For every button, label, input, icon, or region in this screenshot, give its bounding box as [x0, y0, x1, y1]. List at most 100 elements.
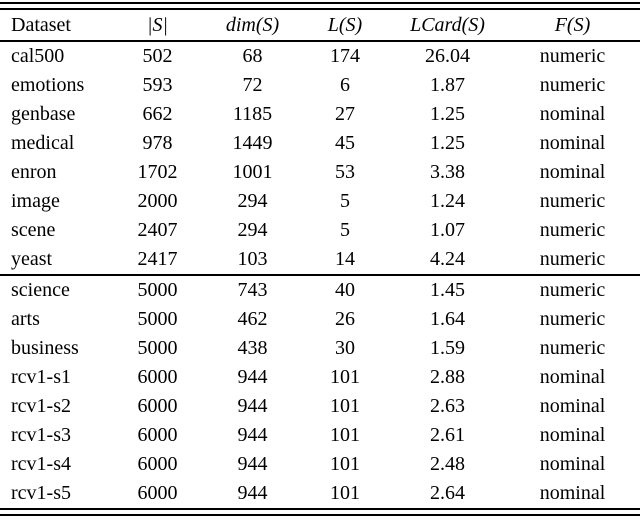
- dimensionality-cell: 944: [237, 366, 268, 388]
- label-cardinality-cell: 2.63: [430, 395, 465, 417]
- table-row: image 2000 294 5 1.24 numeric: [0, 187, 640, 216]
- label-cardinality-cell: 1.87: [430, 74, 465, 96]
- label-cardinality-cell: 1.64: [430, 308, 465, 330]
- feature-type-cell: numeric: [539, 308, 606, 330]
- dimensionality-cell: 294: [237, 219, 268, 241]
- feature-type-cell: numeric: [539, 337, 606, 359]
- label-cardinality-cell: 1.07: [430, 219, 465, 241]
- dataset-name-cell: rcv1-s1: [11, 366, 71, 388]
- label-cardinality-cell: 1.45: [430, 279, 465, 301]
- label-cardinality-cell: 3.38: [430, 161, 465, 183]
- num-labels-cell: 27: [335, 103, 355, 125]
- num-labels-cell: 26: [335, 308, 355, 330]
- dimensionality-cell: 103: [237, 248, 268, 270]
- dataset-name-cell: science: [11, 279, 70, 301]
- table-row: rcv1-s5 6000 944 101 2.64 nominal: [0, 479, 640, 508]
- dimensionality-cell: 72: [242, 74, 263, 96]
- num-examples-cell: 978: [142, 132, 173, 154]
- dataset-name-cell: rcv1-s5: [11, 482, 71, 504]
- feature-type-cell: nominal: [539, 132, 606, 154]
- feature-type-cell: nominal: [539, 424, 606, 446]
- table-row: medical 978 1449 45 1.25 nominal: [0, 129, 640, 158]
- num-examples-cell: 662: [142, 103, 173, 125]
- feature-type-cell: nominal: [539, 161, 606, 183]
- label-cardinality-cell: 2.88: [430, 366, 465, 388]
- label-cardinality-cell: 1.25: [430, 103, 465, 125]
- feature-type-cell: numeric: [539, 45, 606, 67]
- col-header-size: |S|: [147, 13, 168, 36]
- num-labels-cell: 5: [340, 190, 350, 212]
- table-row: business 5000 438 30 1.59 numeric: [0, 334, 640, 363]
- dataset-name-cell: rcv1-s2: [11, 395, 71, 417]
- feature-type-cell: nominal: [539, 453, 606, 475]
- table-group-large-datasets: science 5000 743 40 1.45 numeric arts 50…: [0, 275, 640, 508]
- num-examples-cell: 2407: [137, 219, 178, 241]
- dimensionality-cell: 1449: [232, 132, 273, 154]
- num-examples-cell: 502: [142, 45, 173, 67]
- label-cardinality-cell: 1.24: [430, 190, 465, 212]
- num-labels-cell: 14: [335, 248, 355, 270]
- label-cardinality-cell: 1.25: [430, 132, 465, 154]
- feature-type-cell: nominal: [539, 395, 606, 417]
- feature-type-cell: nominal: [539, 482, 606, 504]
- num-labels-cell: 40: [335, 279, 355, 301]
- dimensionality-cell: 1001: [232, 161, 273, 183]
- num-examples-cell: 5000: [137, 337, 178, 359]
- dataset-name-cell: rcv1-s3: [11, 424, 71, 446]
- table-row: science 5000 743 40 1.45 numeric: [0, 275, 640, 305]
- num-labels-cell: 174: [330, 45, 360, 67]
- num-labels-cell: 101: [330, 453, 360, 475]
- header-row: Dataset |S| dim(S) L(S) LCard(S) F(S): [0, 10, 640, 41]
- num-examples-cell: 6000: [137, 366, 178, 388]
- dataset-name-cell: scene: [11, 219, 56, 241]
- label-cardinality-cell: 4.24: [430, 248, 465, 270]
- label-cardinality-cell: 1.59: [430, 337, 465, 359]
- col-header-dimensionality: dim(S): [225, 13, 280, 36]
- table-row: yeast 2417 103 14 4.24 numeric: [0, 245, 640, 275]
- feature-type-cell: numeric: [539, 190, 606, 212]
- num-labels-cell: 45: [335, 132, 355, 154]
- table-row: rcv1-s3 6000 944 101 2.61 nominal: [0, 421, 640, 450]
- dimensionality-cell: 1185: [232, 103, 273, 125]
- dataset-name-cell: enron: [11, 161, 57, 183]
- col-header-feature-type: F(S): [554, 13, 591, 36]
- table-row: genbase 662 1185 27 1.25 nominal: [0, 100, 640, 129]
- dimensionality-cell: 743: [237, 279, 268, 301]
- label-cardinality-cell: 26.04: [425, 45, 470, 67]
- table-top-rule: [0, 2, 640, 10]
- num-examples-cell: 5000: [137, 279, 178, 301]
- num-labels-cell: 101: [330, 366, 360, 388]
- table-row: rcv1-s2 6000 944 101 2.63 nominal: [0, 392, 640, 421]
- dataset-name-cell: emotions: [11, 74, 85, 96]
- num-examples-cell: 6000: [137, 395, 178, 417]
- num-examples-cell: 6000: [137, 482, 178, 504]
- table-row: cal500 502 68 174 26.04 numeric: [0, 41, 640, 71]
- num-labels-cell: 30: [335, 337, 355, 359]
- label-cardinality-cell: 2.48: [430, 453, 465, 475]
- table-row: enron 1702 1001 53 3.38 nominal: [0, 158, 640, 187]
- dimensionality-cell: 944: [237, 482, 268, 504]
- num-labels-cell: 101: [330, 482, 360, 504]
- dimensionality-cell: 68: [242, 45, 263, 67]
- col-header-label-cardinality: LCard(S): [410, 13, 485, 36]
- dimensionality-cell: 294: [237, 190, 268, 212]
- dataset-name-cell: image: [11, 190, 60, 212]
- dimensionality-cell: 462: [237, 308, 268, 330]
- feature-type-cell: numeric: [539, 279, 606, 301]
- dataset-name-cell: yeast: [11, 248, 53, 270]
- num-examples-cell: 1702: [137, 161, 178, 183]
- dataset-name-cell: genbase: [11, 103, 76, 125]
- dimensionality-cell: 944: [237, 453, 268, 475]
- label-cardinality-cell: 2.61: [430, 424, 465, 446]
- feature-type-cell: numeric: [539, 248, 606, 270]
- table-row: rcv1-s4 6000 944 101 2.48 nominal: [0, 450, 640, 479]
- feature-type-cell: numeric: [539, 219, 606, 241]
- table-header: Dataset |S| dim(S) L(S) LCard(S) F(S): [0, 10, 640, 41]
- dataset-name-cell: business: [11, 337, 79, 359]
- num-examples-cell: 6000: [137, 453, 178, 475]
- col-header-num-labels: L(S): [327, 13, 363, 36]
- dataset-name-cell: arts: [11, 308, 40, 330]
- num-labels-cell: 5: [340, 219, 350, 241]
- num-examples-cell: 2000: [137, 190, 178, 212]
